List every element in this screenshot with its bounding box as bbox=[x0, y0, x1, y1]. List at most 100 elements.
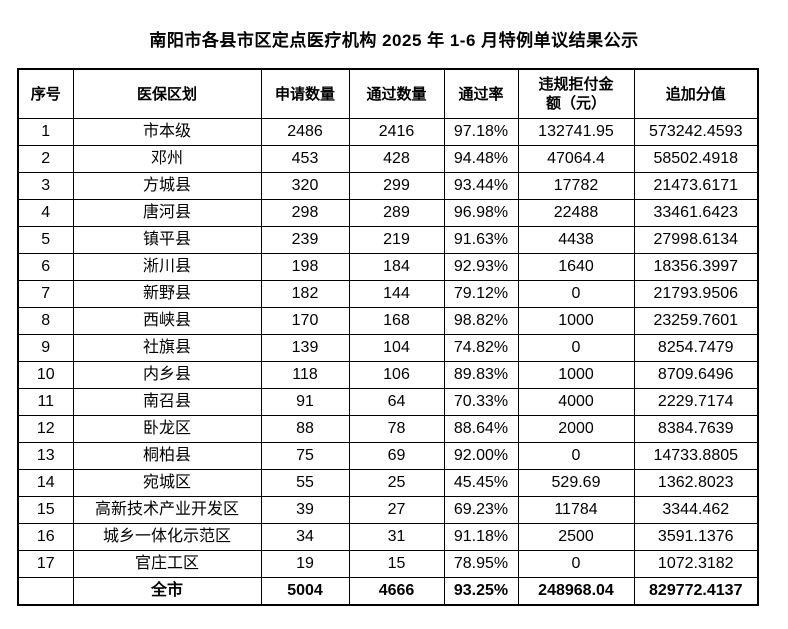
table-cell: 39 bbox=[260, 496, 350, 524]
table-cell: 8709.6496 bbox=[633, 361, 759, 389]
table-cell: 69 bbox=[348, 442, 445, 470]
table-cell: 106 bbox=[348, 361, 445, 389]
table-cell: 198 bbox=[260, 253, 350, 281]
table-cell: 5 bbox=[17, 226, 74, 254]
table-cell: 14 bbox=[17, 469, 74, 497]
table-cell: 97.18% bbox=[443, 118, 519, 146]
table-cell: 4 bbox=[17, 199, 74, 227]
table-cell: 1072.3182 bbox=[633, 550, 759, 578]
table-cell: 23259.7601 bbox=[633, 307, 759, 335]
table-cell: 2000 bbox=[517, 415, 635, 443]
table-cell bbox=[17, 577, 74, 606]
table-cell: 卧龙区 bbox=[72, 415, 262, 443]
table-header-row: 序号 医保区划 申请数量 通过数量 通过率 违规拒付金额（元） 追加分值 bbox=[17, 68, 759, 119]
table-cell: 91.63% bbox=[443, 226, 519, 254]
table-cell: 91 bbox=[260, 388, 350, 416]
table-cell: 428 bbox=[348, 145, 445, 173]
table-cell: 9 bbox=[17, 334, 74, 362]
table-cell: 93.44% bbox=[443, 172, 519, 200]
table-cell: 74.82% bbox=[443, 334, 519, 362]
table-cell: 573242.4593 bbox=[633, 118, 759, 146]
table-cell: 3 bbox=[17, 172, 74, 200]
table-cell: 1 bbox=[17, 118, 74, 146]
table-row: 12 卧龙区 88 78 88.64% 2000 8384.7639 bbox=[17, 415, 759, 443]
table-cell: 25 bbox=[348, 469, 445, 497]
table-cell: 31 bbox=[348, 523, 445, 551]
col-header-district: 医保区划 bbox=[72, 68, 262, 119]
table-cell: 宛城区 bbox=[72, 469, 262, 497]
table-cell: 27 bbox=[348, 496, 445, 524]
table-cell: 市本级 bbox=[72, 118, 262, 146]
table-cell: 92.93% bbox=[443, 253, 519, 281]
table-cell: 184 bbox=[348, 253, 445, 281]
page-title: 南阳市各县市区定点医疗机构 2025 年 1-6 月特例单议结果公示 bbox=[149, 31, 639, 50]
table-cell: 219 bbox=[348, 226, 445, 254]
table-cell: 239 bbox=[260, 226, 350, 254]
table-cell: 淅川县 bbox=[72, 253, 262, 281]
table-row: 13 桐柏县 75 69 92.00% 0 14733.8805 bbox=[17, 442, 759, 470]
table-row: 3 方城县 320 299 93.44% 17782 21473.6171 bbox=[17, 172, 759, 200]
table-cell: 0 bbox=[517, 280, 635, 308]
table-cell: 内乡县 bbox=[72, 361, 262, 389]
table-cell: 34 bbox=[260, 523, 350, 551]
table-cell: 8254.7479 bbox=[633, 334, 759, 362]
table-cell: 132741.95 bbox=[517, 118, 635, 146]
table-cell: 89.83% bbox=[443, 361, 519, 389]
table-cell: 170 bbox=[260, 307, 350, 335]
table-cell: 西峡县 bbox=[72, 307, 262, 335]
table-cell: 18356.3997 bbox=[633, 253, 759, 281]
table-row: 9 社旗县 139 104 74.82% 0 8254.7479 bbox=[17, 334, 759, 362]
table-cell: 12 bbox=[17, 415, 74, 443]
table-cell: 182 bbox=[260, 280, 350, 308]
table-row: 10 内乡县 118 106 89.83% 1000 8709.6496 bbox=[17, 361, 759, 389]
table-cell: 298 bbox=[260, 199, 350, 227]
table-cell: 3344.462 bbox=[633, 496, 759, 524]
table-cell: 8384.7639 bbox=[633, 415, 759, 443]
table-cell: 2229.7174 bbox=[633, 388, 759, 416]
table-row: 16 城乡一体化示范区 34 31 91.18% 2500 3591.1376 bbox=[17, 523, 759, 551]
table-row: 5 镇平县 239 219 91.63% 4438 27998.6134 bbox=[17, 226, 759, 254]
table-cell: 7 bbox=[17, 280, 74, 308]
table-cell: 镇平县 bbox=[72, 226, 262, 254]
col-header-additional-score: 追加分值 bbox=[633, 68, 759, 119]
table-cell: 45.45% bbox=[443, 469, 519, 497]
table-cell: 829772.4137 bbox=[633, 577, 759, 606]
table-cell: 79.12% bbox=[443, 280, 519, 308]
table-header: 序号 医保区划 申请数量 通过数量 通过率 违规拒付金额（元） 追加分值 bbox=[17, 68, 759, 119]
table-cell: 21793.9506 bbox=[633, 280, 759, 308]
table-cell: 58502.4918 bbox=[633, 145, 759, 173]
table-cell: 78.95% bbox=[443, 550, 519, 578]
table-cell: 27998.6134 bbox=[633, 226, 759, 254]
total-row: 全市 5004 4666 93.25% 248968.04 829772.4137 bbox=[17, 577, 759, 606]
table-cell: 4000 bbox=[517, 388, 635, 416]
table-cell: 1000 bbox=[517, 307, 635, 335]
table-cell: 17 bbox=[17, 550, 74, 578]
table-row: 2 邓州 453 428 94.48% 47064.4 58502.4918 bbox=[17, 145, 759, 173]
table-cell: 15 bbox=[348, 550, 445, 578]
table-cell: 19 bbox=[260, 550, 350, 578]
table-cell: 13 bbox=[17, 442, 74, 470]
table-cell: 0 bbox=[517, 550, 635, 578]
table-row: 1 市本级 2486 2416 97.18% 132741.95 573242.4593 bbox=[17, 118, 759, 146]
table-row: 17 官庄工区 19 15 78.95% 0 1072.3182 bbox=[17, 550, 759, 578]
table-cell: 0 bbox=[517, 334, 635, 362]
table-cell: 55 bbox=[260, 469, 350, 497]
table-row: 11 南召县 91 64 70.33% 4000 2229.7174 bbox=[17, 388, 759, 416]
table-cell: 64 bbox=[348, 388, 445, 416]
results-table: 序号 医保区划 申请数量 通过数量 通过率 违规拒付金额（元） 追加分值 1 市本… bbox=[17, 68, 759, 606]
table-cell: 高新技术产业开发区 bbox=[72, 496, 262, 524]
table-cell: 22488 bbox=[517, 199, 635, 227]
table-cell: 5004 bbox=[260, 577, 350, 606]
table-cell: 11 bbox=[17, 388, 74, 416]
table-cell: 47064.4 bbox=[517, 145, 635, 173]
table-cell: 城乡一体化示范区 bbox=[72, 523, 262, 551]
table-row: 15 高新技术产业开发区 39 27 69.23% 11784 3344.462 bbox=[17, 496, 759, 524]
table-cell: 78 bbox=[348, 415, 445, 443]
table-cell: 453 bbox=[260, 145, 350, 173]
table-cell: 320 bbox=[260, 172, 350, 200]
col-header-index: 序号 bbox=[17, 68, 74, 119]
table-cell: 3591.1376 bbox=[633, 523, 759, 551]
table-cell: 邓州 bbox=[72, 145, 262, 173]
table-cell: 4438 bbox=[517, 226, 635, 254]
table-cell: 0 bbox=[517, 442, 635, 470]
